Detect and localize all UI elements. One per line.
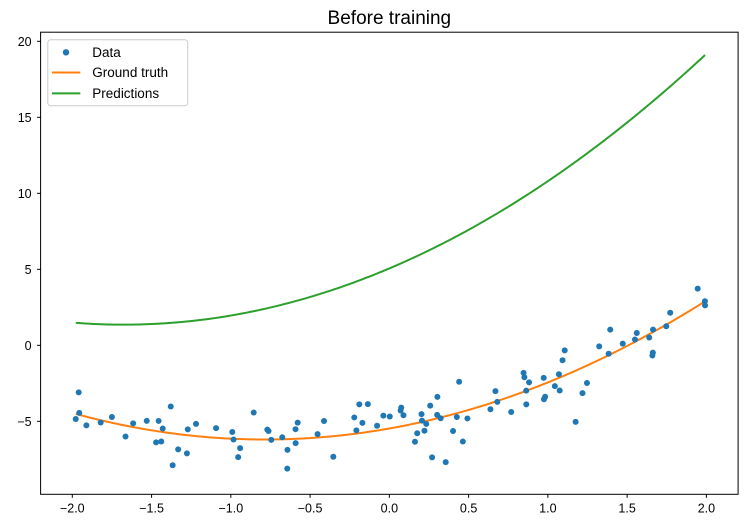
svg-text:0: 0: [25, 339, 32, 353]
svg-text:0.5: 0.5: [460, 501, 477, 515]
svg-text:−0.5: −0.5: [298, 501, 323, 515]
svg-text:Ground truth: Ground truth: [92, 65, 168, 80]
svg-text:Predictions: Predictions: [92, 86, 159, 101]
svg-text:−5: −5: [17, 415, 31, 429]
svg-text:−2.0: −2.0: [60, 501, 85, 515]
svg-text:20: 20: [18, 35, 32, 49]
svg-text:−1.0: −1.0: [218, 501, 243, 515]
svg-text:0.0: 0.0: [381, 501, 398, 515]
svg-text:1.0: 1.0: [539, 501, 556, 515]
svg-text:2.0: 2.0: [698, 501, 715, 515]
svg-text:15: 15: [18, 111, 32, 125]
svg-text:−1.5: −1.5: [139, 501, 164, 515]
svg-text:5: 5: [25, 263, 32, 277]
svg-text:Data: Data: [92, 45, 121, 60]
svg-text:1.5: 1.5: [618, 501, 635, 515]
svg-text:10: 10: [18, 187, 32, 201]
